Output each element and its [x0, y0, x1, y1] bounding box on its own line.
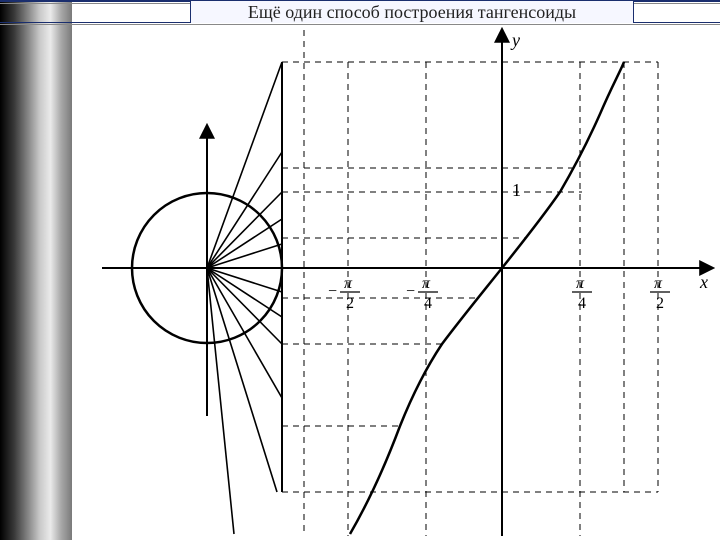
svg-text:2: 2	[346, 295, 354, 312]
x-tick-pi-over-2: π 2	[650, 275, 670, 312]
x-axis-label: x	[699, 272, 708, 292]
y-axis-label: y	[510, 30, 520, 50]
svg-text:−: −	[328, 283, 337, 300]
y-tick-1: 1	[512, 180, 521, 200]
svg-text:π: π	[422, 275, 431, 292]
svg-text:π: π	[576, 275, 585, 292]
top-rule-line	[0, 24, 720, 25]
svg-text:−: −	[406, 283, 415, 300]
slide-page: Ещё один способ построения тангенсоиды	[0, 0, 720, 540]
svg-text:4: 4	[424, 295, 432, 312]
x-tick-minus-pi-over-4: − π 4	[406, 275, 438, 312]
side-gradient-bar	[0, 0, 72, 540]
svg-text:π: π	[654, 275, 663, 292]
x-tick-pi-over-4: π 4	[572, 275, 592, 312]
svg-text:4: 4	[578, 295, 586, 312]
slide-title: Ещё один способ построения тангенсоиды	[190, 1, 634, 23]
svg-text:π: π	[344, 275, 353, 292]
svg-text:2: 2	[656, 295, 664, 312]
x-tick-minus-pi-over-2: − π 2	[328, 275, 360, 312]
tangent-construction-diagram: y x 1 − π 2 − π 4 π 4	[72, 26, 720, 540]
